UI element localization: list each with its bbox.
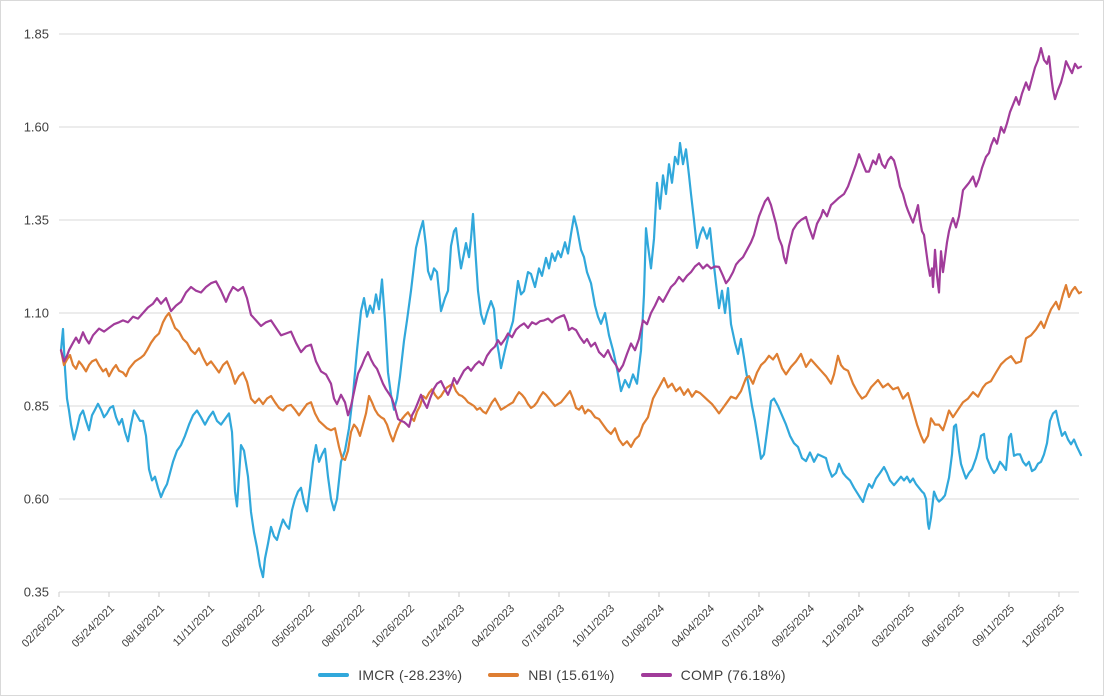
x-tick-label: 10/11/2023 [570,603,617,650]
series-line-comp [59,47,1083,428]
y-tick-label: 1.85 [24,27,49,42]
x-tick-label: 08/18/2021 [120,603,167,650]
x-tick-label: 03/20/2025 [870,603,917,650]
x-tick-label: 08/02/2022 [320,603,367,650]
legend-swatch-nbi-icon [488,673,520,677]
x-tick-label: 12/05/2025 [1020,603,1067,650]
y-tick-label: 1.35 [24,213,49,228]
y-tick-label: 0.60 [24,492,49,507]
x-tick-label: 07/18/2023 [520,603,567,650]
x-tick-label: 05/05/2022 [270,603,317,650]
legend-label-comp: COMP (76.18%) [680,667,786,683]
legend-swatch-comp-icon [640,673,672,677]
legend: IMCR (-28.23%) NBI (15.61%) COMP (76.18%… [1,667,1103,683]
x-tick-label: 02/08/2022 [220,603,267,650]
legend-item-comp[interactable]: COMP (76.18%) [640,667,786,683]
y-tick-label: 1.60 [24,120,49,135]
x-tick-label: 04/04/2024 [670,603,717,650]
x-tick-label: 06/16/2025 [920,603,967,650]
legend-item-nbi[interactable]: NBI (15.61%) [488,667,614,683]
legend-label-imcr: IMCR (-28.23%) [358,667,463,683]
legend-swatch-imcr-icon [318,673,350,677]
x-tick-label: 11/11/2021 [171,603,217,649]
x-tick-label: 07/01/2024 [720,603,767,650]
legend-item-imcr[interactable]: IMCR (-28.23%) [318,667,462,683]
x-tick-label: 10/26/2022 [370,603,417,650]
x-tick-label: 01/08/2024 [620,603,667,650]
x-tick-label: 05/24/2021 [70,603,117,650]
series-line-imcr [59,141,1083,579]
x-tick-label: 09/25/2024 [770,603,817,650]
x-tick-label: 04/20/2023 [470,603,517,650]
series-line-nbi [59,284,1083,461]
x-tick-label: 01/24/2023 [420,603,467,650]
legend-label-nbi: NBI (15.61%) [528,667,615,683]
y-tick-label: 0.35 [24,585,49,600]
x-tick-label: 02/26/2021 [20,603,67,650]
y-tick-label: 1.10 [24,306,49,321]
x-tick-label: 09/11/2025 [970,603,1017,650]
y-tick-label: 0.85 [24,399,49,414]
x-tick-label: 12/19/2024 [820,603,867,650]
